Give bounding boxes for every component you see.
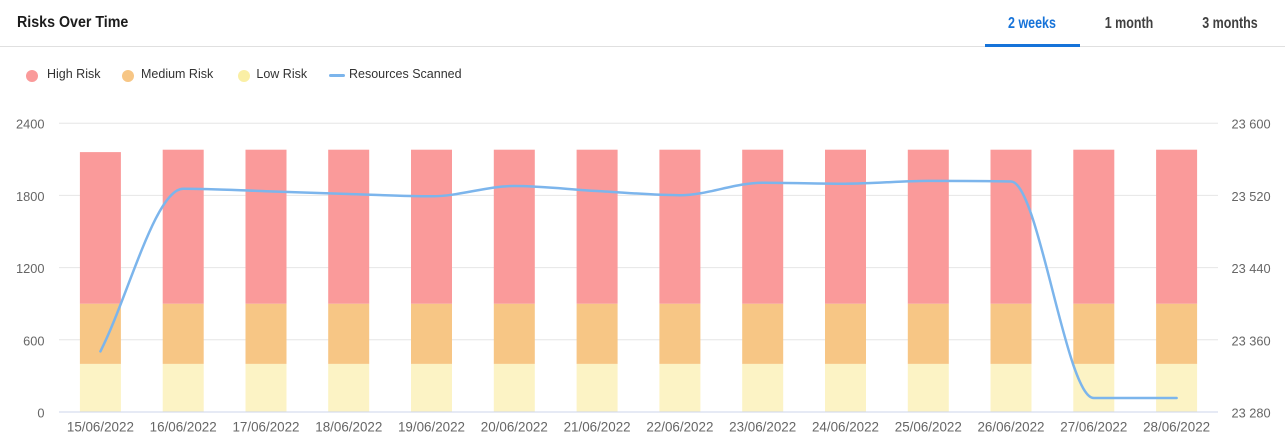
svg-text:23 520: 23 520	[1232, 189, 1271, 204]
svg-text:28/06/2022: 28/06/2022	[1143, 420, 1210, 435]
svg-text:18/06/2022: 18/06/2022	[315, 420, 382, 435]
svg-text:26/06/2022: 26/06/2022	[977, 420, 1044, 435]
svg-text:1800: 1800	[16, 189, 44, 204]
svg-text:23 440: 23 440	[1232, 261, 1271, 276]
svg-text:23/06/2022: 23/06/2022	[729, 420, 796, 435]
svg-text:15/06/2022: 15/06/2022	[67, 420, 134, 435]
svg-text:24/06/2022: 24/06/2022	[812, 420, 879, 435]
svg-text:16/06/2022: 16/06/2022	[150, 420, 217, 435]
svg-text:23 280: 23 280	[1232, 406, 1271, 421]
svg-text:19/06/2022: 19/06/2022	[398, 420, 465, 435]
svg-text:25/06/2022: 25/06/2022	[895, 420, 962, 435]
svg-text:17/06/2022: 17/06/2022	[232, 420, 299, 435]
svg-text:2400: 2400	[16, 117, 44, 132]
svg-text:22/06/2022: 22/06/2022	[646, 420, 713, 435]
svg-text:21/06/2022: 21/06/2022	[564, 420, 631, 435]
svg-text:0: 0	[37, 406, 44, 421]
svg-text:20/06/2022: 20/06/2022	[481, 420, 548, 435]
svg-text:600: 600	[23, 333, 44, 348]
svg-text:1200: 1200	[16, 261, 44, 276]
svg-text:23 360: 23 360	[1232, 333, 1271, 348]
svg-text:23 600: 23 600	[1232, 117, 1271, 132]
svg-text:27/06/2022: 27/06/2022	[1060, 420, 1127, 435]
